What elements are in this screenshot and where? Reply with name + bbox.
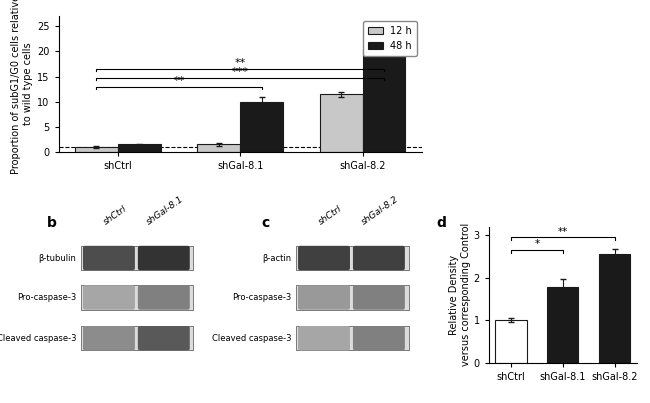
Bar — [118, 145, 161, 152]
Text: *: * — [534, 239, 540, 249]
Text: c: c — [262, 216, 270, 230]
FancyBboxPatch shape — [83, 285, 135, 310]
Text: **: ** — [558, 226, 568, 237]
Text: β-tubulin: β-tubulin — [38, 253, 76, 262]
FancyBboxPatch shape — [353, 285, 405, 310]
Y-axis label: Proportion of subG1/G0 cells relative
to wild type cells: Proportion of subG1/G0 cells relative to… — [11, 0, 32, 174]
FancyBboxPatch shape — [83, 246, 135, 270]
Text: Cleaved caspase-3: Cleaved caspase-3 — [0, 334, 76, 343]
FancyBboxPatch shape — [81, 326, 194, 351]
FancyBboxPatch shape — [81, 246, 194, 270]
Text: shGal-8.2: shGal-8.2 — [360, 195, 400, 227]
Bar — [495, 320, 526, 363]
FancyBboxPatch shape — [81, 285, 194, 310]
Text: b: b — [47, 216, 57, 230]
Text: d: d — [437, 216, 447, 230]
Text: ***: *** — [232, 67, 249, 77]
Text: **: ** — [235, 58, 246, 68]
Bar — [363, 49, 406, 152]
Bar — [75, 147, 118, 152]
FancyBboxPatch shape — [138, 285, 190, 310]
Bar — [198, 145, 240, 152]
Text: Pro-caspase-3: Pro-caspase-3 — [17, 293, 76, 302]
Text: **: ** — [174, 76, 185, 86]
Text: β-actin: β-actin — [262, 253, 291, 262]
FancyBboxPatch shape — [296, 246, 409, 270]
FancyBboxPatch shape — [138, 326, 190, 351]
Legend: 12 h, 48 h: 12 h, 48 h — [363, 21, 417, 56]
FancyBboxPatch shape — [298, 285, 350, 310]
FancyBboxPatch shape — [296, 285, 409, 310]
FancyBboxPatch shape — [296, 326, 409, 351]
FancyBboxPatch shape — [138, 246, 190, 270]
FancyBboxPatch shape — [298, 246, 350, 270]
Text: shCtrl: shCtrl — [317, 204, 343, 227]
Bar — [547, 287, 578, 363]
Bar — [240, 102, 283, 152]
Text: Pro-caspase-3: Pro-caspase-3 — [232, 293, 291, 302]
Text: shCtrl: shCtrl — [101, 204, 128, 227]
Bar — [599, 254, 630, 363]
Y-axis label: Relative Density
versus corresponding Control: Relative Density versus corresponding Co… — [449, 223, 471, 366]
Text: shGal-8.1: shGal-8.1 — [145, 195, 185, 227]
FancyBboxPatch shape — [83, 326, 135, 351]
FancyBboxPatch shape — [353, 326, 405, 351]
Text: Cleaved caspase-3: Cleaved caspase-3 — [212, 334, 291, 343]
Bar — [320, 94, 363, 152]
FancyBboxPatch shape — [353, 246, 405, 270]
FancyBboxPatch shape — [298, 326, 350, 351]
